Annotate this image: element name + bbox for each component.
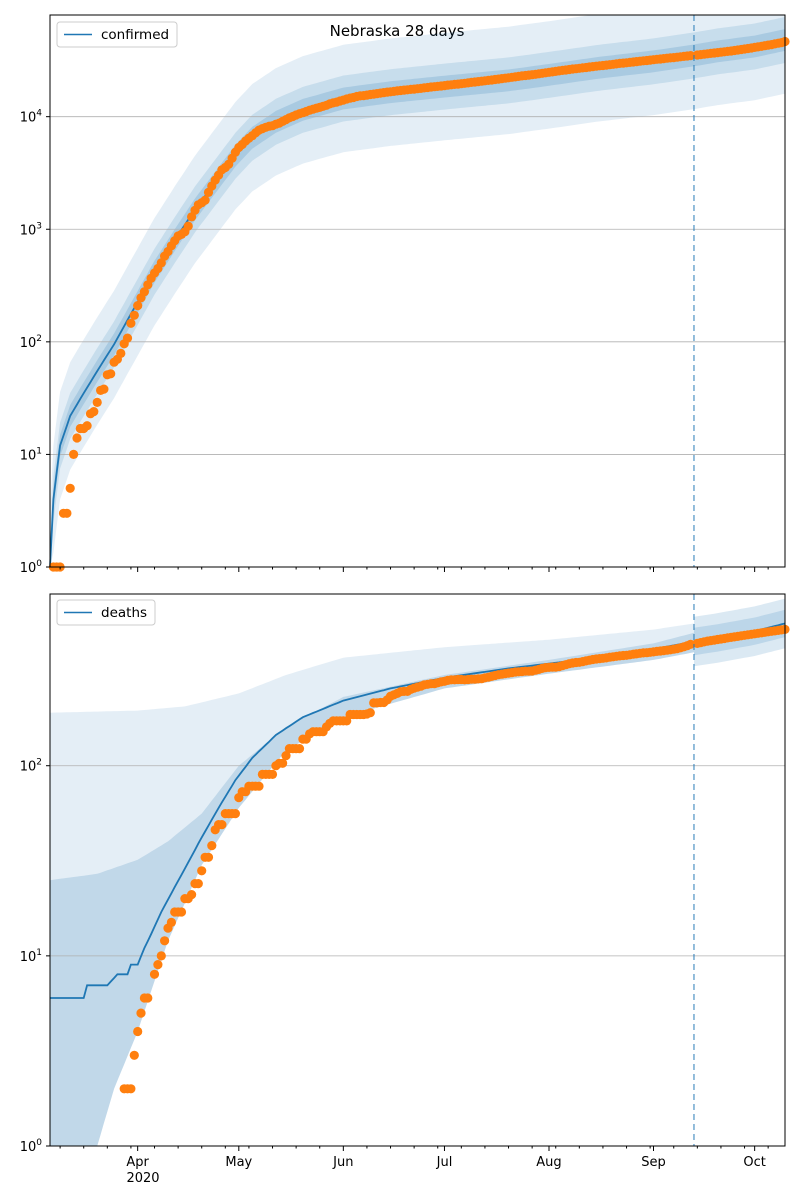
observed-point [133, 1026, 143, 1037]
observed-point [197, 866, 207, 876]
x-month-labels: Apr May Jun Jul Aug Sep Oct [126, 1155, 765, 1170]
observed-point [106, 369, 116, 379]
confirmed-legend: confirmed [56, 21, 178, 48]
observed-point [365, 708, 375, 718]
observed-point [230, 809, 240, 819]
observed-point [254, 781, 264, 791]
observed-point [69, 449, 79, 459]
observed-point [686, 639, 696, 649]
deaths-legend-box [56, 599, 156, 626]
observed-point [200, 195, 210, 205]
x-month-label: Jul [436, 1155, 453, 1170]
confirmed-legend-label: confirmed [101, 27, 169, 43]
observed-point [207, 841, 217, 851]
confirmed-axes-frame [49, 14, 786, 568]
x-month-label: Apr [126, 1155, 149, 1170]
observed-point [82, 421, 92, 431]
deaths-axes-frame [49, 593, 786, 1147]
observed-point [149, 969, 160, 979]
observed-point [267, 769, 278, 780]
observed-point [187, 890, 197, 900]
observed-point [143, 993, 153, 1003]
observed-point [129, 1050, 139, 1060]
observed-point [99, 384, 109, 394]
x-year-label: 2020 [126, 1171, 159, 1186]
observed-point [203, 852, 214, 862]
figure-title: Nebraska 28 days [330, 22, 465, 40]
observed-point [92, 397, 102, 407]
observed-point [139, 287, 149, 297]
deaths-band-outer [50, 623, 694, 1146]
observed-point [126, 318, 136, 328]
observed-point [62, 508, 72, 518]
x-month-label: Jun [332, 1155, 353, 1170]
observed-point [126, 1084, 136, 1094]
deaths-observed-points [119, 624, 790, 1094]
observed-point [160, 936, 170, 946]
observed-point [133, 301, 143, 311]
observed-point [278, 758, 288, 768]
observed-point [116, 348, 126, 358]
x-month-label: Oct [743, 1155, 765, 1170]
observed-point [156, 951, 166, 961]
observed-point [156, 258, 166, 268]
confirmed-gridlines [50, 116, 785, 455]
observed-point [183, 221, 193, 231]
observed-point [136, 1008, 146, 1018]
observed-point [176, 907, 187, 917]
observed-point [281, 751, 291, 761]
x-month-label: Aug [536, 1155, 561, 1170]
observed-point [122, 333, 133, 343]
deaths-legend: deaths [56, 599, 156, 626]
observed-point [294, 744, 305, 754]
confirmed-band-2 [50, 29, 785, 568]
observed-point [72, 433, 82, 443]
observed-point [166, 917, 176, 928]
observed-point [89, 407, 99, 417]
observed-point [217, 820, 227, 830]
observed-point [129, 310, 139, 320]
observed-point [193, 879, 203, 889]
deaths-legend-label: deaths [101, 605, 147, 621]
confirmed-legend-box [56, 21, 178, 48]
observed-point [153, 960, 163, 970]
deaths-gridlines [50, 765, 785, 957]
deaths-band-inner [50, 632, 694, 1146]
x-month-label: May [225, 1155, 252, 1170]
x-month-label: Sep [641, 1155, 666, 1170]
observed-point [686, 51, 696, 61]
observed-point [65, 483, 75, 493]
